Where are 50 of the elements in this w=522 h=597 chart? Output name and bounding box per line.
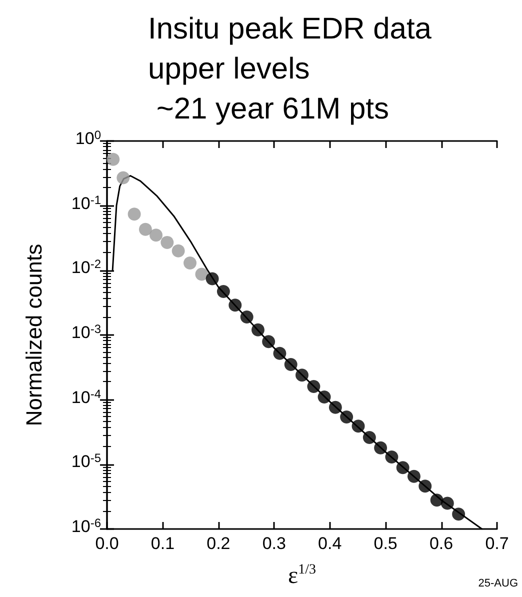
point [252,323,264,336]
text: 25-AUG [478,578,518,590]
point [216,285,230,298]
point [106,152,120,166]
chart-title: Insitu peak EDR data upper levels ~21 year 61M pts [148,12,432,126]
point [385,450,398,464]
point [128,208,141,221]
point [150,228,163,242]
point [206,272,219,286]
point [352,420,365,433]
x-tick-label: 0.7 [485,534,509,553]
point [362,431,376,444]
point [430,494,444,507]
point [396,461,410,474]
point [228,298,242,312]
x-tick-label: 0.6 [429,534,454,553]
x-tick-label: 0.2 [206,534,230,553]
y-tick-label: 10$^{-5}$ [71,450,101,474]
point [318,390,331,404]
point [184,256,197,270]
x-tick-label: 0.5 [374,534,398,553]
point [262,335,276,348]
point [440,496,454,510]
y-axis-title: Normalized counts [22,244,46,426]
y-tick-label: 10$^{-1}$ [71,192,101,215]
point [273,346,286,360]
y-tick-label: 10$^{-4}$ [71,386,101,409]
point [452,508,466,521]
point [172,244,185,258]
point [240,310,254,324]
y-tick-label: 10$^{-2}$ [71,256,101,280]
point [307,380,320,393]
y-tick-label: 10$^{0}$ [75,127,101,150]
x-tick-label: 0.0 [95,534,119,553]
point [340,410,354,424]
point [418,480,432,493]
point [408,470,420,483]
point [328,400,342,414]
point [160,236,174,249]
x-tick-label: 0.3 [262,534,286,553]
y-tick-label: 10$^{-3}$ [71,321,101,344]
x-tick-label: 0.1 [150,534,175,553]
y-tick-label: 10$^{-6}$ [71,516,101,536]
point [116,171,130,184]
x-tick-label: 0.4 [318,534,342,553]
point [195,268,208,281]
point [284,358,298,371]
point [138,222,152,236]
point [296,368,308,382]
point [374,441,388,454]
